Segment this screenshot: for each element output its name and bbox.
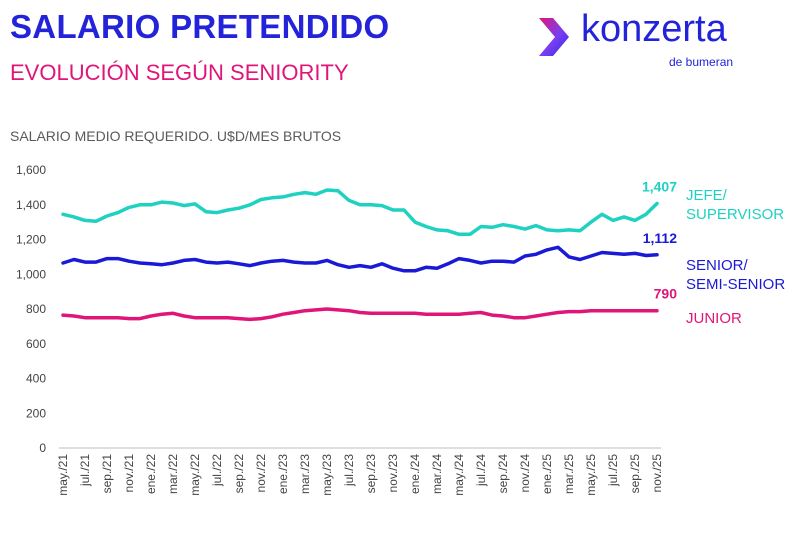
x-tick-label: sep./25 [628, 454, 642, 494]
series-line [61, 188, 659, 237]
x-tick-label: jul./21 [78, 454, 92, 487]
y-tick-label: 800 [26, 302, 46, 316]
series-name-label: JUNIOR [686, 310, 742, 327]
end-value-label: 1,407 [642, 179, 677, 195]
x-tick-label: ene./24 [408, 454, 422, 494]
x-tick-label: ene./25 [540, 454, 554, 494]
end-value-label: 1,112 [643, 230, 677, 246]
x-axis: may./21 jul./21 sep./21 nov./21 ene./22 mar./… [56, 447, 664, 496]
logo-wordmark: konzerta [581, 8, 727, 50]
x-tick-label: sep./21 [100, 454, 114, 494]
series-name-label: SEMI-SENIOR [686, 276, 785, 293]
series-labels: 1,407 JEFE/SUPERVISOR 1,112 SENIOR/SEMI-SEN… [642, 179, 785, 327]
series-line [61, 307, 659, 322]
end-value-label: 790 [654, 286, 678, 302]
y-tick-label: 1,000 [16, 267, 46, 281]
x-tick-label: nov./21 [122, 454, 136, 493]
x-tick-label: sep./23 [364, 454, 378, 494]
y-tick-label: 1,600 [16, 163, 46, 177]
y-tick-label: 600 [26, 337, 46, 351]
x-tick-label: sep./22 [232, 454, 246, 494]
x-tick-label: nov./24 [518, 454, 532, 493]
y-tick-label: 200 [26, 406, 46, 420]
x-tick-label: nov./22 [254, 454, 268, 493]
chart-title: SALARIO PRETENDIDO [10, 8, 390, 45]
x-tick-label: may./21 [56, 454, 70, 496]
x-tick-label: mar./22 [166, 454, 180, 494]
x-tick-label: may./22 [188, 454, 202, 496]
x-tick-label: mar./24 [430, 454, 444, 494]
series-lines [61, 188, 659, 322]
x-tick-label: ene./23 [276, 454, 290, 494]
series-name-label: SUPERVISOR [686, 206, 784, 223]
x-tick-label: ene./22 [144, 454, 158, 494]
x-tick-label: jul./25 [606, 454, 620, 487]
series-line [61, 245, 659, 273]
x-tick-label: may./25 [584, 454, 598, 496]
logo-tagline: de bumeran [669, 55, 734, 69]
konzerta-logo: konzerta de bumeran [535, 8, 765, 74]
x-tick-label: sep./24 [496, 454, 510, 494]
konzerta-chevron-icon [539, 18, 569, 56]
series-name-label: JEFE/ [686, 187, 728, 204]
y-tick-label: 0 [39, 441, 46, 455]
chart-subtitle: EVOLUCIÓN SEGÚN SENIORITY [10, 60, 349, 85]
x-tick-label: jul./24 [474, 454, 488, 487]
x-tick-label: nov./23 [386, 454, 400, 493]
y-axis: 0 200 400 600 800 1,000 1,200 1,400 1,600 [16, 163, 46, 455]
y-tick-label: 1,200 [16, 233, 46, 247]
x-tick-label: jul./23 [342, 454, 356, 487]
x-tick-label: may./24 [452, 454, 466, 496]
y-tick-label: 400 [26, 372, 46, 386]
x-tick-label: jul./22 [210, 454, 224, 487]
x-tick-label: may./23 [320, 454, 334, 496]
y-tick-label: 1,400 [16, 198, 46, 212]
x-tick-label: mar./23 [298, 454, 312, 494]
chart-caption: SALARIO MEDIO REQUERIDO. U$D/MES BRUTOS [10, 128, 342, 144]
series-name-label: SENIOR/ [686, 257, 749, 274]
x-tick-label: nov./25 [650, 454, 664, 493]
x-tick-label: mar./25 [562, 454, 576, 494]
